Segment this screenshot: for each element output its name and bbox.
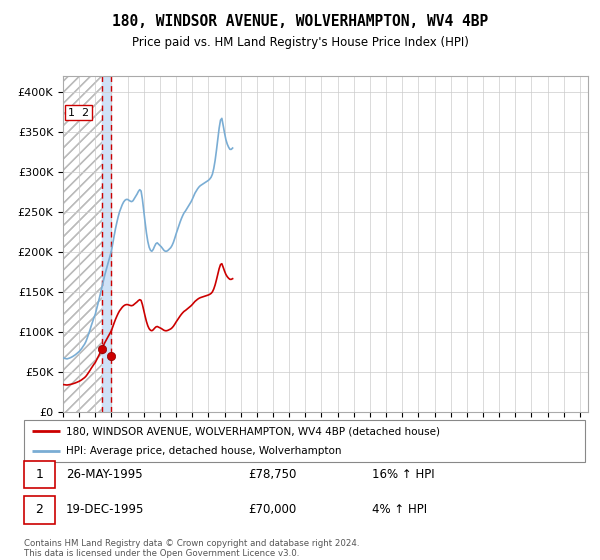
- Text: 1  2: 1 2: [68, 108, 89, 118]
- Text: 19-DEC-1995: 19-DEC-1995: [66, 503, 145, 516]
- Text: £78,750: £78,750: [248, 468, 297, 481]
- Text: Contains HM Land Registry data © Crown copyright and database right 2024.
This d: Contains HM Land Registry data © Crown c…: [24, 539, 359, 558]
- FancyBboxPatch shape: [24, 496, 55, 524]
- Text: 180, WINDSOR AVENUE, WOLVERHAMPTON, WV4 4BP (detached house): 180, WINDSOR AVENUE, WOLVERHAMPTON, WV4 …: [66, 426, 440, 436]
- Bar: [63, 76, 101, 412]
- FancyBboxPatch shape: [24, 461, 55, 488]
- Text: 180, WINDSOR AVENUE, WOLVERHAMPTON, WV4 4BP: 180, WINDSOR AVENUE, WOLVERHAMPTON, WV4 …: [112, 14, 488, 29]
- Bar: [101, 76, 111, 412]
- Bar: [111, 76, 588, 412]
- FancyBboxPatch shape: [24, 420, 585, 462]
- Text: £70,000: £70,000: [248, 503, 296, 516]
- Bar: [111, 76, 588, 412]
- Text: 1: 1: [35, 468, 43, 481]
- Bar: [63, 76, 101, 412]
- Text: Price paid vs. HM Land Registry's House Price Index (HPI): Price paid vs. HM Land Registry's House …: [131, 36, 469, 49]
- Text: 4% ↑ HPI: 4% ↑ HPI: [372, 503, 427, 516]
- Bar: [63, 76, 101, 412]
- Text: 2: 2: [35, 503, 43, 516]
- Text: 16% ↑ HPI: 16% ↑ HPI: [372, 468, 434, 481]
- Bar: [101, 76, 111, 412]
- Text: HPI: Average price, detached house, Wolverhampton: HPI: Average price, detached house, Wolv…: [66, 446, 341, 456]
- Text: 26-MAY-1995: 26-MAY-1995: [66, 468, 143, 481]
